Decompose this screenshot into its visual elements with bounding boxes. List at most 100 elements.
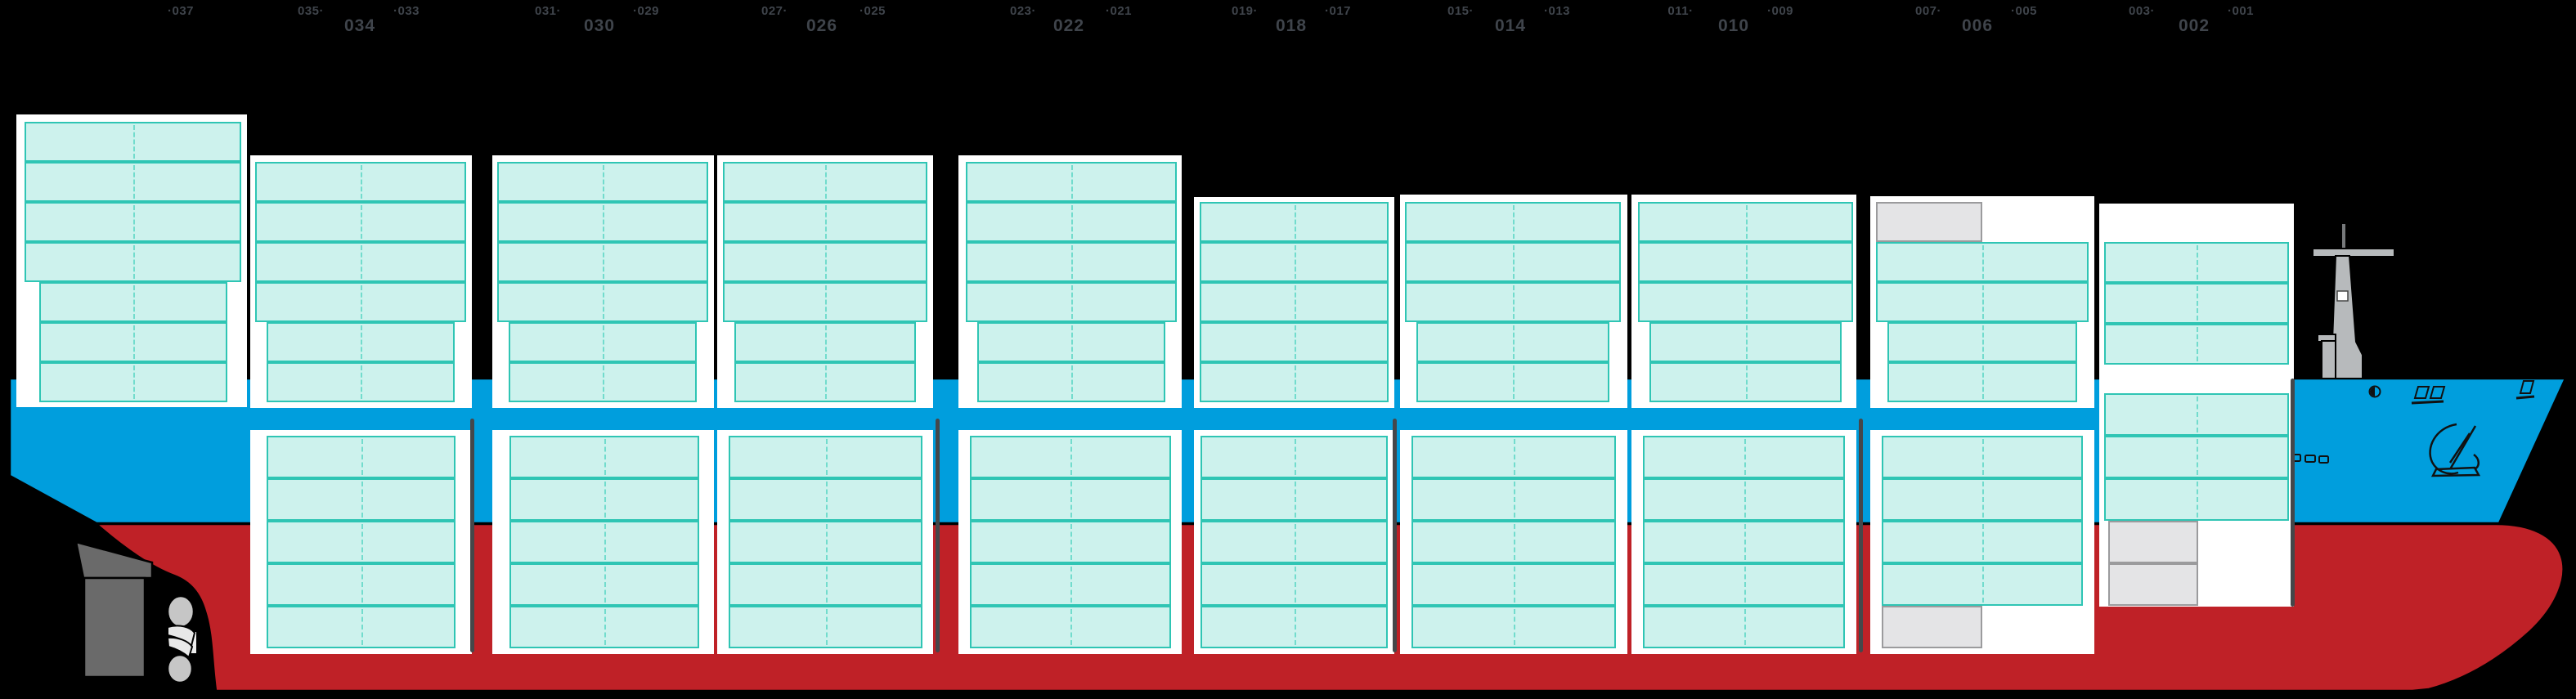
container-slot-row-bay-022[interactable] bbox=[977, 322, 1165, 362]
container-slot-row-bay-022[interactable] bbox=[966, 242, 1177, 282]
container-slot-row-bay-014[interactable] bbox=[1411, 478, 1616, 521]
container-slot-row-bay-026[interactable] bbox=[729, 436, 922, 478]
container-slot-row-bay-002[interactable] bbox=[2104, 283, 2289, 324]
container-slot-row-bay-022[interactable] bbox=[966, 282, 1177, 322]
container-slot-row-bay-026[interactable] bbox=[729, 478, 922, 521]
container-slot-row-bay-030[interactable] bbox=[509, 521, 699, 563]
container-slot-row-bay-022[interactable] bbox=[970, 606, 1171, 648]
container-slot-row-bay-034[interactable] bbox=[255, 282, 466, 322]
container-slot-row-bay-38-aft[interactable] bbox=[25, 202, 241, 242]
container-slot-row-bay-034[interactable] bbox=[255, 202, 466, 242]
container-slot-row-bay-002[interactable] bbox=[2104, 324, 2289, 365]
container-slot-row-bay-002[interactable] bbox=[2104, 393, 2289, 436]
container-slot-row-bay-026[interactable] bbox=[729, 606, 922, 648]
container-slot-row-bay-022[interactable] bbox=[970, 563, 1171, 606]
container-slot-row-bay-018[interactable] bbox=[1200, 242, 1389, 282]
container-slot-row-bay-006[interactable] bbox=[1882, 563, 2083, 606]
container-slot-row-bay-002[interactable] bbox=[2104, 242, 2289, 283]
container-slot-row-bay-026[interactable] bbox=[723, 162, 927, 202]
container-slot-row-bay-014[interactable] bbox=[1416, 362, 1609, 402]
container-slot-row-bay-010[interactable] bbox=[1643, 478, 1845, 521]
container-slot-row-bay-026[interactable] bbox=[734, 322, 916, 362]
container-slot-row-bay-006[interactable] bbox=[1882, 436, 2083, 478]
container-slot-row-bay-018[interactable] bbox=[1200, 282, 1389, 322]
container-slot-row-bay-030[interactable] bbox=[509, 563, 699, 606]
container-slot-row-bay-006[interactable] bbox=[1876, 242, 2089, 282]
container-slot-row-bay-014[interactable] bbox=[1405, 242, 1621, 282]
container-slot-row-bay-38-aft[interactable] bbox=[39, 282, 227, 322]
container-slot-row-bay-030[interactable] bbox=[509, 478, 699, 521]
container-slot-row-bay-014[interactable] bbox=[1411, 606, 1616, 648]
container-slot-row-bay-034[interactable] bbox=[267, 478, 456, 521]
container-slot-row-bay-022[interactable] bbox=[966, 202, 1177, 242]
container-slot-row-bay-010[interactable] bbox=[1649, 322, 1842, 362]
container-slot-row-bay-014[interactable] bbox=[1411, 436, 1616, 478]
container-slot-row-bay-030[interactable] bbox=[509, 322, 697, 362]
container-slot-row-bay-022[interactable] bbox=[977, 362, 1165, 402]
container-slot-row-bay-38-aft[interactable] bbox=[25, 122, 241, 162]
container-slot-row-bay-034[interactable] bbox=[267, 322, 455, 362]
container-slot-row-bay-030[interactable] bbox=[497, 162, 708, 202]
container-slot-row-bay-38-aft[interactable] bbox=[25, 242, 241, 282]
container-slot-row-bay-022[interactable] bbox=[970, 436, 1171, 478]
container-slot-row-bay-38-aft[interactable] bbox=[39, 362, 227, 402]
container-slot-row-bay-006[interactable] bbox=[1887, 362, 2077, 402]
container-slot-row-bay-030[interactable] bbox=[497, 202, 708, 242]
container-slot-row-bay-026[interactable] bbox=[734, 362, 916, 402]
container-slot-row-bay-026[interactable] bbox=[729, 521, 922, 563]
container-slot-row-bay-014[interactable] bbox=[1411, 563, 1616, 606]
container-slot-row-bay-006[interactable] bbox=[1882, 478, 2083, 521]
container-slot-row-bay-006[interactable] bbox=[1882, 521, 2083, 563]
container-slot-row-bay-022[interactable] bbox=[970, 521, 1171, 563]
container-slot-row-bay-026[interactable] bbox=[723, 242, 927, 282]
container-slot-row-bay-018[interactable] bbox=[1200, 563, 1388, 606]
container-slot-row-bay-026[interactable] bbox=[729, 563, 922, 606]
container-slot-row-bay-014[interactable] bbox=[1416, 322, 1609, 362]
container-slot-row-bay-022[interactable] bbox=[966, 162, 1177, 202]
container-slot-row-bay-010[interactable] bbox=[1649, 362, 1842, 402]
container-slot-row-bay-034[interactable] bbox=[267, 362, 455, 402]
container-slot-row-bay-010[interactable] bbox=[1638, 242, 1853, 282]
container-slot-row-bay-034[interactable] bbox=[267, 563, 456, 606]
container-slot-row-bay-030[interactable] bbox=[509, 436, 699, 478]
container-slot-row-bay-030[interactable] bbox=[497, 242, 708, 282]
container-slot-row-bay-034[interactable] bbox=[267, 436, 456, 478]
container-slot-row-bay-010[interactable] bbox=[1643, 521, 1845, 563]
container-slot-row-bay-026[interactable] bbox=[723, 282, 927, 322]
container-slot-row-bay-014[interactable] bbox=[1405, 282, 1621, 322]
container-slot-row-bay-030[interactable] bbox=[497, 282, 708, 322]
container-slot-row-bay-018[interactable] bbox=[1200, 521, 1388, 563]
container-slot-row-bay-034[interactable] bbox=[267, 521, 456, 563]
container-slot-row-bay-38-aft[interactable] bbox=[25, 162, 241, 202]
container-20ft-bay-002[interactable] bbox=[2108, 563, 2198, 606]
container-slot-row-bay-018[interactable] bbox=[1200, 478, 1388, 521]
container-slot-row-bay-38-aft[interactable] bbox=[39, 322, 227, 362]
container-slot-row-bay-002[interactable] bbox=[2104, 436, 2289, 478]
container-20ft-bay-006[interactable] bbox=[1882, 606, 1982, 648]
container-slot-row-bay-026[interactable] bbox=[723, 202, 927, 242]
container-slot-row-bay-022[interactable] bbox=[970, 478, 1171, 521]
container-slot-row-bay-018[interactable] bbox=[1200, 322, 1389, 362]
container-slot-row-bay-014[interactable] bbox=[1411, 521, 1616, 563]
container-slot-row-bay-018[interactable] bbox=[1200, 202, 1389, 242]
container-slot-row-bay-034[interactable] bbox=[255, 242, 466, 282]
container-slot-row-bay-034[interactable] bbox=[267, 606, 456, 648]
container-slot-row-bay-018[interactable] bbox=[1200, 362, 1389, 402]
container-slot-row-bay-010[interactable] bbox=[1638, 282, 1853, 322]
container-slot-row-bay-030[interactable] bbox=[509, 362, 697, 402]
container-slot-row-bay-010[interactable] bbox=[1643, 563, 1845, 606]
container-slot-row-bay-010[interactable] bbox=[1643, 606, 1845, 648]
container-slot-row-bay-030[interactable] bbox=[509, 606, 699, 648]
container-slot-row-bay-006[interactable] bbox=[1887, 322, 2077, 362]
container-20ft-bay-002[interactable] bbox=[2108, 521, 2198, 563]
container-slot-row-bay-034[interactable] bbox=[255, 162, 466, 202]
container-20ft-bay-006[interactable] bbox=[1876, 202, 1982, 242]
container-slot-row-bay-010[interactable] bbox=[1643, 436, 1845, 478]
container-slot-row-bay-006[interactable] bbox=[1876, 282, 2089, 322]
container-slot-row-bay-002[interactable] bbox=[2104, 478, 2289, 521]
container-slot-row-bay-014[interactable] bbox=[1405, 202, 1621, 242]
twenty-foot-divider bbox=[1071, 285, 1073, 319]
container-slot-row-bay-010[interactable] bbox=[1638, 202, 1853, 242]
container-slot-row-bay-018[interactable] bbox=[1200, 606, 1388, 648]
container-slot-row-bay-018[interactable] bbox=[1200, 436, 1388, 478]
